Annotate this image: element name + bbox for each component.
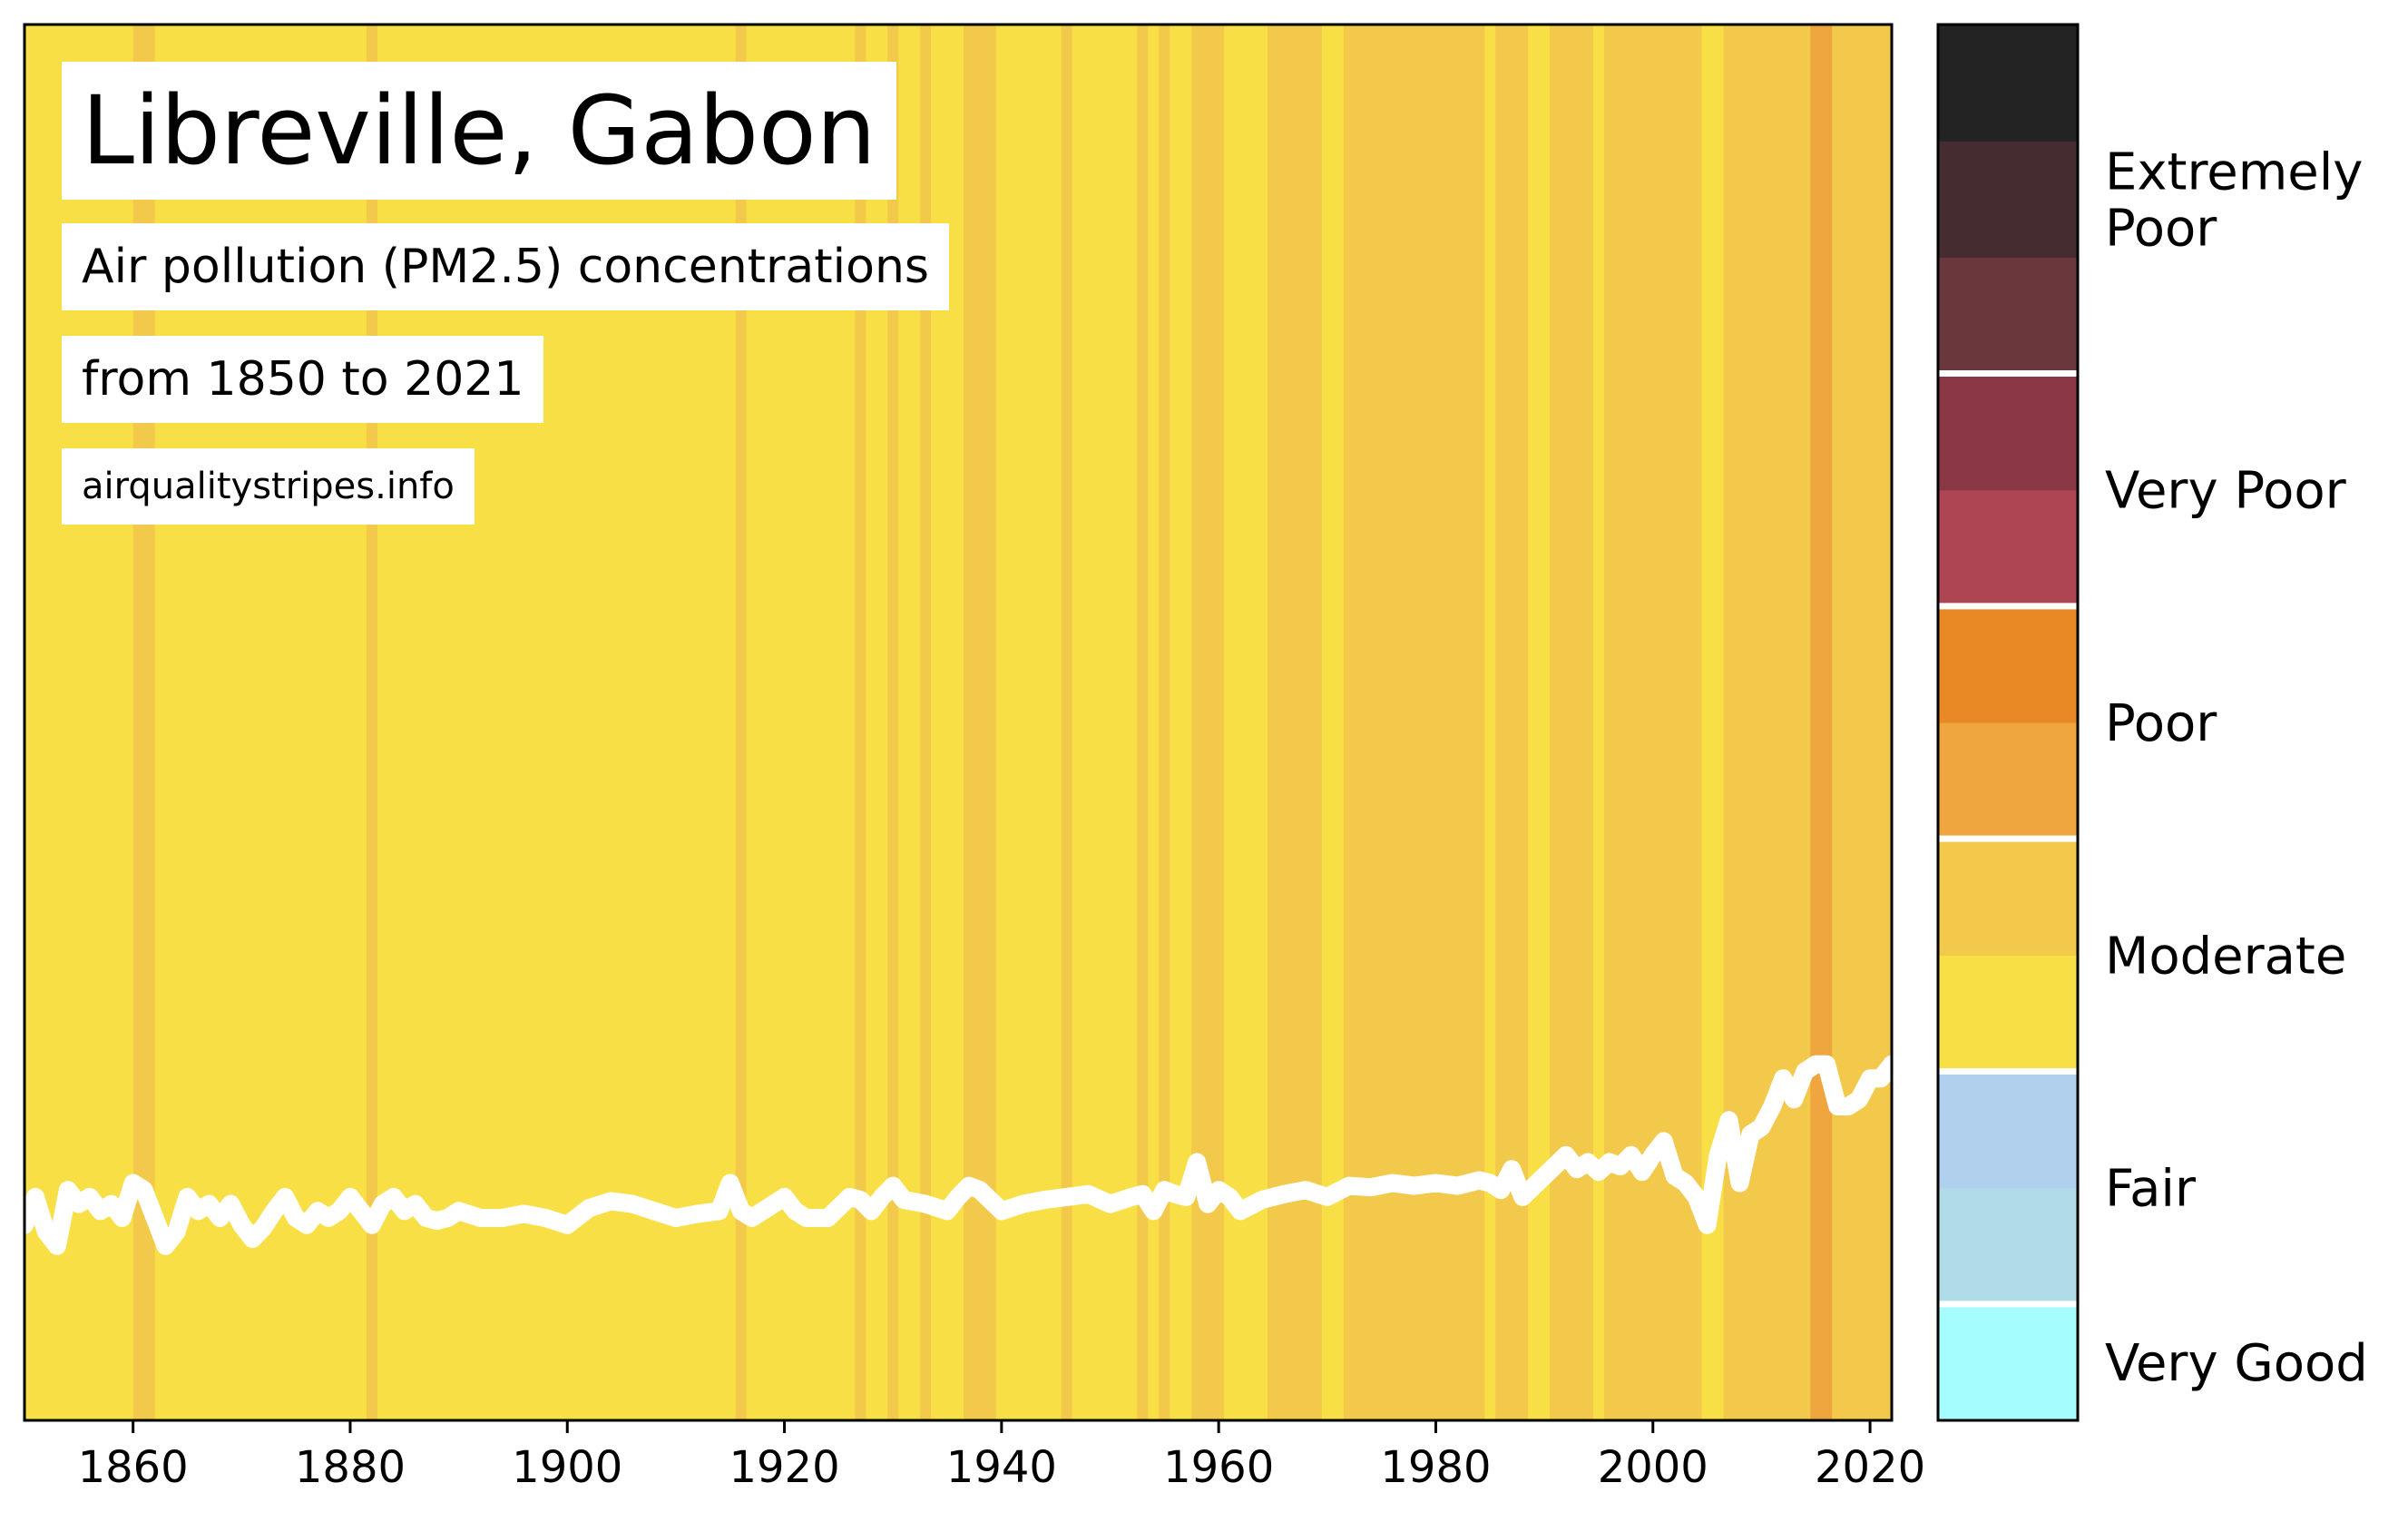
stripe-7 (855, 25, 866, 1420)
x-tick-label-1860: 1860 (78, 1442, 189, 1493)
x-tick-label-1920: 1920 (729, 1442, 839, 1493)
colorbar-segment-8 (1938, 373, 2078, 491)
stripe-23 (1268, 25, 1323, 1420)
colorbar-label-0: Very Good (2105, 1334, 2368, 1393)
stripe-17 (1137, 25, 1149, 1420)
stripe-33 (1723, 25, 1811, 1420)
colorbar-segment-2 (1938, 1071, 2078, 1189)
stripe-27 (1495, 25, 1529, 1420)
chart-title: Libreville, Gabon (62, 62, 896, 200)
colorbar-segment-4 (1938, 839, 2078, 956)
stripe-19 (1159, 25, 1170, 1420)
colorbar-segment-7 (1938, 489, 2078, 607)
plot-frame (23, 23, 1894, 1422)
colorbar-label-4: Very Poor (2105, 462, 2347, 521)
colorbar-label-2: Moderate (2105, 927, 2346, 986)
colorbar-segment-1 (1938, 1187, 2078, 1305)
chart-subtitle-line1: Air pollution (PM2.5) concentrations (62, 223, 949, 310)
stripe-29 (1550, 25, 1594, 1420)
stripe-15 (1061, 25, 1073, 1420)
stripe-25 (1343, 25, 1485, 1420)
x-tick-label-1980: 1980 (1380, 1442, 1491, 1493)
stripe-26 (1484, 25, 1496, 1420)
x-tick-label-1940: 1940 (946, 1442, 1057, 1493)
stripe-35 (1832, 25, 1893, 1420)
colorbar-segment-9 (1938, 257, 2078, 375)
colorbar-label-1: Fair (2105, 1160, 2197, 1219)
colorbar-segment-5 (1938, 722, 2078, 840)
x-tick-label-2020: 2020 (1815, 1442, 1925, 1493)
stripe-31 (1603, 25, 1703, 1420)
stripe-28 (1528, 25, 1551, 1420)
stripe-24 (1321, 25, 1345, 1420)
stripe-20 (1170, 25, 1192, 1420)
colorbar-segment-11 (1938, 25, 2078, 142)
stripe-5 (735, 25, 748, 1420)
stripe-9 (887, 25, 899, 1420)
stripe-14 (995, 25, 1062, 1420)
x-tick-label-1960: 1960 (1163, 1442, 1274, 1493)
colorbar-labels: Very Good Fair Moderate Poor Very Poor Extrem… (2105, 142, 2368, 1393)
stripe-34 (1810, 25, 1833, 1420)
colorbar-label-3: Poor (2105, 694, 2217, 753)
pollution-line-layer (15, 1055, 1901, 1255)
colorbar-segment-0 (1938, 1303, 2078, 1421)
x-tick-label-1900: 1900 (512, 1442, 622, 1493)
source-label: airqualitystripes.info (62, 448, 475, 525)
colorbar (1938, 25, 2078, 1421)
pollution-trend-line (15, 1055, 1901, 1255)
x-axis: 1860 1880 1900 1920 1940 1960 1980 2000 2020 (78, 1420, 1925, 1493)
x-tick-label-1880: 1880 (295, 1442, 406, 1493)
colorbar-frame (1936, 23, 2080, 1422)
colorbar-label-5: Extremely Poor (2105, 142, 2363, 258)
stripe-11 (920, 25, 932, 1420)
colorbar-segment-3 (1938, 955, 2078, 1073)
x-tick-label-2000: 2000 (1598, 1442, 1708, 1493)
colorbar-segment-6 (1938, 605, 2078, 723)
stripe-30 (1592, 25, 1605, 1420)
stripe-18 (1148, 25, 1160, 1420)
chart-subtitle-line2: from 1850 to 2021 (62, 336, 544, 423)
colorbar-segment-10 (1938, 141, 2078, 258)
